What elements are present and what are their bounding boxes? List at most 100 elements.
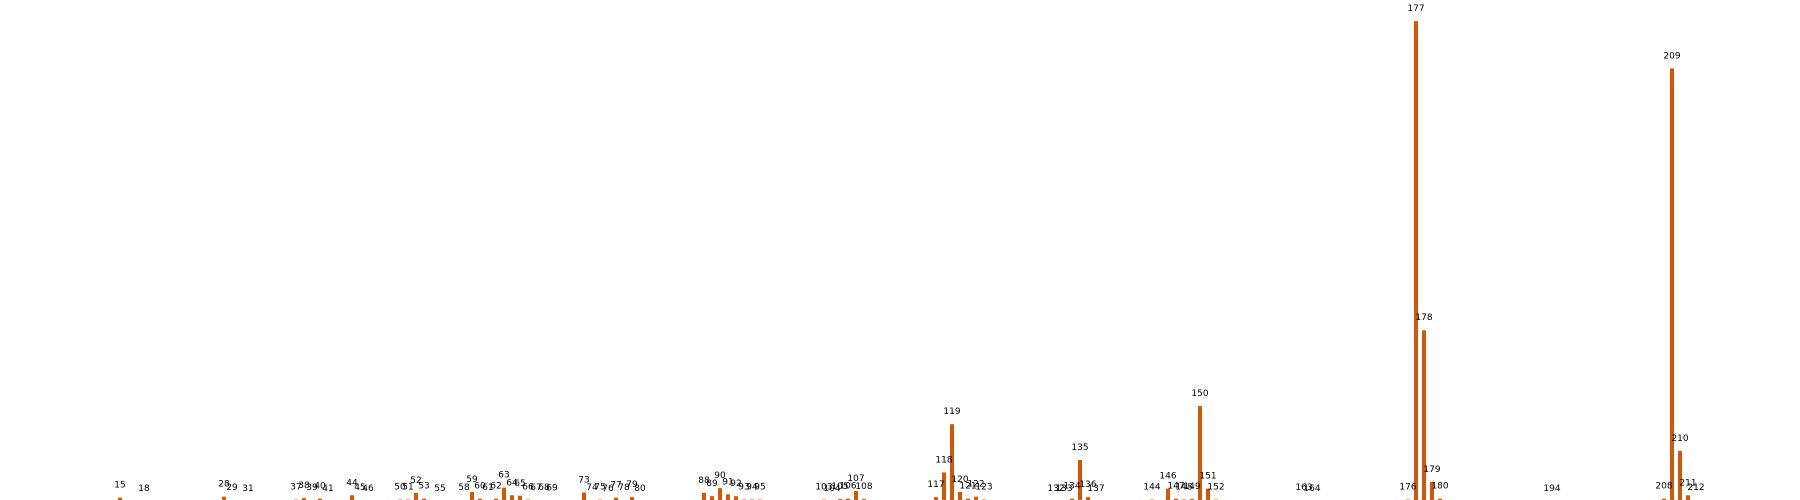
- bar-label-120: 120: [951, 475, 968, 485]
- bar-label-123: 123: [975, 483, 992, 493]
- bar-28: [222, 496, 226, 500]
- bar-label-211: 211: [1679, 478, 1696, 488]
- bar-label-146: 146: [1159, 472, 1176, 482]
- bar-119: [950, 424, 954, 500]
- bar-label-179: 179: [1423, 465, 1440, 475]
- bar-178: [1422, 330, 1426, 500]
- bar-label-212: 212: [1687, 483, 1704, 493]
- bar-label-147: 147: [1167, 482, 1184, 492]
- bar-label-209: 209: [1663, 51, 1680, 61]
- bar-107: [854, 490, 858, 500]
- bar-62: [494, 498, 498, 500]
- bar-label-194: 194: [1543, 484, 1560, 494]
- bar-label-107: 107: [847, 474, 864, 484]
- bar-label-78: 78: [618, 483, 630, 493]
- bar-label-28: 28: [218, 480, 230, 490]
- bar-label-67: 67: [530, 483, 541, 493]
- bar-label-66: 66: [522, 483, 534, 493]
- bar-38: [302, 498, 306, 500]
- bar-label-148: 148: [1175, 483, 1192, 493]
- bar-146: [1166, 488, 1170, 500]
- bar-211: [1686, 495, 1690, 500]
- bar-136: [1086, 497, 1090, 500]
- bar-label-74: 74: [586, 483, 598, 493]
- bar-label-59: 59: [466, 475, 478, 485]
- bar-151: [1206, 488, 1210, 500]
- bar-label-137: 137: [1087, 484, 1104, 494]
- bar-label-94: 94: [746, 483, 758, 493]
- bar-label-117: 117: [927, 480, 944, 490]
- bar-label-163: 163: [1295, 483, 1312, 493]
- bar-label-61: 61: [482, 483, 493, 493]
- bar-label-149: 149: [1183, 482, 1200, 492]
- bar-209: [1670, 68, 1674, 500]
- bar-label-40: 40: [314, 482, 326, 492]
- bar-77: [614, 497, 618, 500]
- bar-label-76: 76: [602, 484, 614, 494]
- bar-89: [710, 496, 714, 500]
- bar-177: [1414, 21, 1418, 500]
- bar-label-53: 53: [418, 482, 429, 492]
- bar-label-150: 150: [1191, 389, 1208, 399]
- bar-134: [1070, 498, 1074, 500]
- bar-label-104: 104: [823, 484, 840, 494]
- bar-40: [318, 498, 322, 500]
- bar-label-103: 103: [815, 483, 832, 493]
- bar-label-121: 121: [959, 482, 976, 492]
- bar-label-75: 75: [594, 483, 605, 493]
- bar-label-44: 44: [346, 478, 358, 488]
- bar-label-65: 65: [514, 479, 525, 489]
- bar-label-88: 88: [698, 476, 710, 486]
- bar-label-41: 41: [322, 484, 333, 494]
- bar-150: [1198, 406, 1202, 500]
- bar-label-118: 118: [935, 455, 952, 465]
- bar-label-58: 58: [458, 483, 470, 493]
- bar-91: [726, 494, 730, 500]
- bar-79: [630, 497, 634, 500]
- bar-label-95: 95: [754, 483, 765, 493]
- bar-label-93: 93: [738, 483, 749, 493]
- bar-label-79: 79: [626, 480, 638, 490]
- bar-label-178: 178: [1415, 313, 1432, 323]
- bar-64: [510, 495, 514, 500]
- bar-label-39: 39: [306, 483, 318, 493]
- bar-label-92: 92: [730, 479, 741, 489]
- bar-label-176: 176: [1399, 483, 1416, 493]
- bar-120: [958, 491, 962, 500]
- bar-180: [1438, 498, 1442, 500]
- bar-label-15: 15: [114, 481, 125, 491]
- bar-label-134: 134: [1063, 482, 1080, 492]
- bar-label-69: 69: [546, 484, 558, 494]
- bar-106: [846, 498, 850, 500]
- bar-label-136: 136: [1079, 480, 1096, 490]
- bar-label-68: 68: [538, 483, 550, 493]
- bar-63: [502, 487, 506, 500]
- bar-label-64: 64: [506, 478, 518, 488]
- bar-label-77: 77: [610, 481, 621, 491]
- bar-label-105: 105: [831, 482, 848, 492]
- bar-label-45: 45: [354, 483, 365, 493]
- bar-135: [1078, 459, 1082, 500]
- bar-73: [582, 492, 586, 500]
- bar-90: [718, 488, 722, 500]
- bar-52: [414, 492, 418, 500]
- bar-label-73: 73: [578, 475, 589, 485]
- bar-label-210: 210: [1671, 434, 1688, 444]
- bar-label-50: 50: [394, 483, 406, 493]
- bar-label-55: 55: [434, 484, 445, 494]
- bar-147: [1174, 498, 1178, 500]
- bar-label-180: 180: [1431, 482, 1448, 492]
- bar-label-80: 80: [634, 484, 646, 494]
- bar-label-89: 89: [706, 479, 718, 489]
- bar-label-31: 31: [242, 484, 253, 494]
- bar-15: [118, 497, 122, 500]
- bar-65: [518, 495, 522, 500]
- bar-label-135: 135: [1071, 443, 1088, 453]
- bar-117: [934, 497, 938, 500]
- bar-label-122: 122: [967, 480, 984, 490]
- bar-208: [1662, 498, 1666, 500]
- bar-88: [702, 492, 706, 500]
